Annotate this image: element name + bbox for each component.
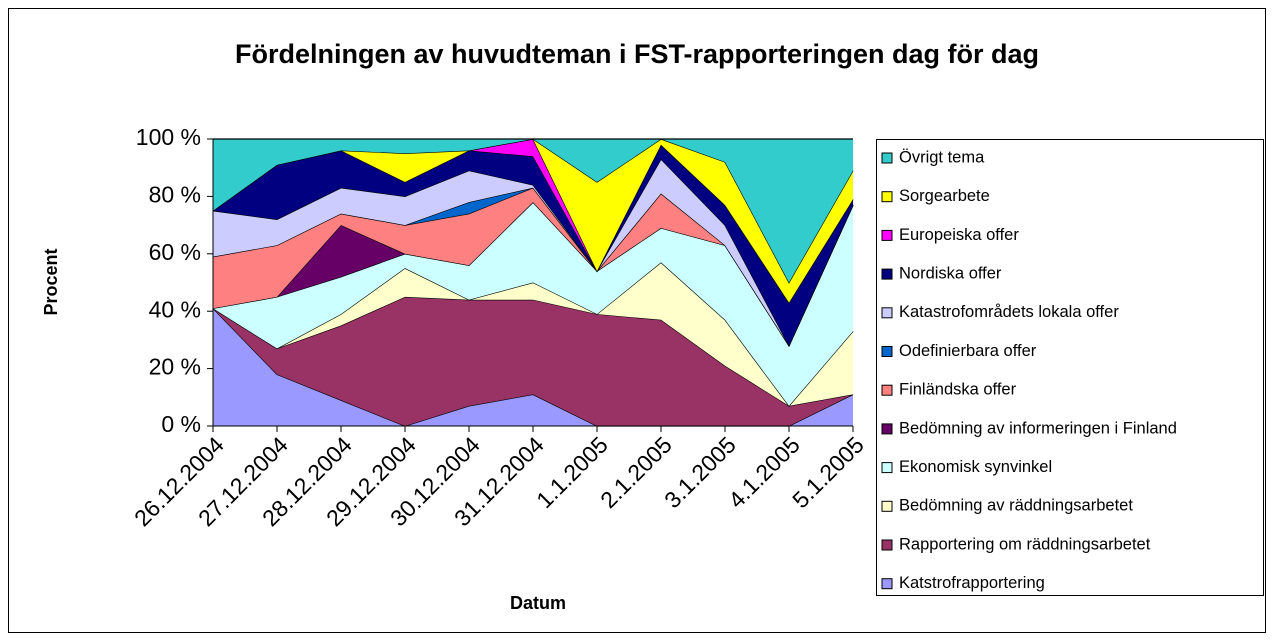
legend-swatch — [881, 539, 893, 551]
legend-swatch — [881, 578, 893, 590]
area — [213, 187, 853, 346]
legend-label: Sorgearbete — [899, 187, 990, 205]
legend-swatch — [881, 346, 893, 357]
legend-label: Katstrofrapportering — [899, 574, 1045, 592]
legend-label: Finländska offer — [899, 381, 1017, 399]
legend-label: Bedömning av informeringen i Finland — [899, 419, 1177, 437]
legend-swatch — [881, 191, 893, 203]
y-tick-label: 100 % — [136, 124, 201, 150]
area — [213, 308, 853, 426]
y-tick-label: 0 % — [161, 411, 201, 437]
legend-label: Odefinierbara offer — [899, 342, 1037, 360]
legend-swatch — [881, 462, 893, 474]
y-tick-label: 40 % — [149, 296, 201, 322]
area — [213, 296, 853, 426]
x-axis-label: Datum — [510, 593, 566, 613]
legend-label: Ekonomisk synvinkel — [899, 458, 1052, 476]
legend-swatch — [881, 384, 893, 396]
y-tick-label: 60 % — [149, 239, 201, 265]
y-axis-label: Procent — [41, 248, 61, 315]
legend-label: Bedömning av räddningsarbetet — [899, 497, 1133, 515]
legend-label: Nordiska offer — [899, 264, 1002, 282]
y-tick-label: 80 % — [149, 181, 201, 207]
legend-swatch — [881, 423, 893, 435]
legend-swatch — [881, 500, 893, 512]
legend-label: Övrigt tema — [899, 148, 985, 166]
legend-box — [876, 139, 1264, 596]
area — [213, 159, 853, 346]
legend-swatch — [881, 307, 893, 319]
legend-swatch — [881, 152, 893, 164]
area — [213, 202, 853, 346]
legend-swatch — [881, 229, 893, 241]
legend-label: Rapportering om räddningsarbetet — [899, 535, 1151, 553]
area — [213, 139, 853, 303]
legend-label: Katastrofområdets lokala offer — [899, 303, 1119, 321]
legend-swatch — [881, 268, 893, 280]
area — [213, 202, 853, 406]
area — [213, 139, 853, 283]
chart-title: Fördelningen av huvudteman i FST-rapport… — [235, 39, 1039, 69]
area — [213, 262, 853, 406]
legend-label: Europeiska offer — [899, 226, 1019, 244]
y-tick-label: 20 % — [149, 354, 201, 380]
